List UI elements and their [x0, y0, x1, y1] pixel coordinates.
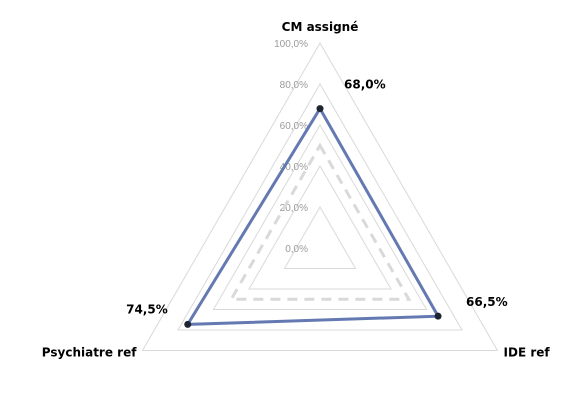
grid-ring-1 [283, 205, 357, 269]
tick-label: 20,0% [280, 203, 308, 214]
series-point [184, 320, 192, 328]
tick-label: 100,0% [274, 39, 308, 50]
tick-label: 0,0% [285, 244, 308, 255]
radar-tick-labels: 0,0% 20,0% 40,0% 60,0% 80,0% 100,0% [274, 39, 308, 255]
tick-label: 80,0% [280, 80, 308, 91]
series-line-dashed [228, 142, 412, 301]
axis-label-ide-ref: IDE ref [504, 346, 551, 360]
value-label-psychiatre-ref: 74,5% [126, 302, 168, 316]
grid-ring-2 [248, 164, 392, 290]
series-line-main [184, 105, 441, 326]
axis-label-psychiatre-ref: Psychiatre ref [42, 346, 137, 360]
value-label-cm-assigne: 68,0% [344, 78, 386, 92]
value-label-ide-ref: 66,5% [466, 295, 508, 309]
grid-ring-4 [177, 82, 463, 331]
radar-grid [141, 41, 499, 351]
series-point [434, 312, 442, 320]
tick-label: 60,0% [280, 121, 308, 132]
radar-series [184, 105, 442, 328]
grid-ring-3 [212, 123, 428, 310]
axis-label-cm-assigne: CM assigné [282, 20, 359, 34]
series-point [316, 105, 324, 113]
tick-label: 40,0% [280, 162, 308, 173]
grid-ring-5 [141, 41, 499, 351]
